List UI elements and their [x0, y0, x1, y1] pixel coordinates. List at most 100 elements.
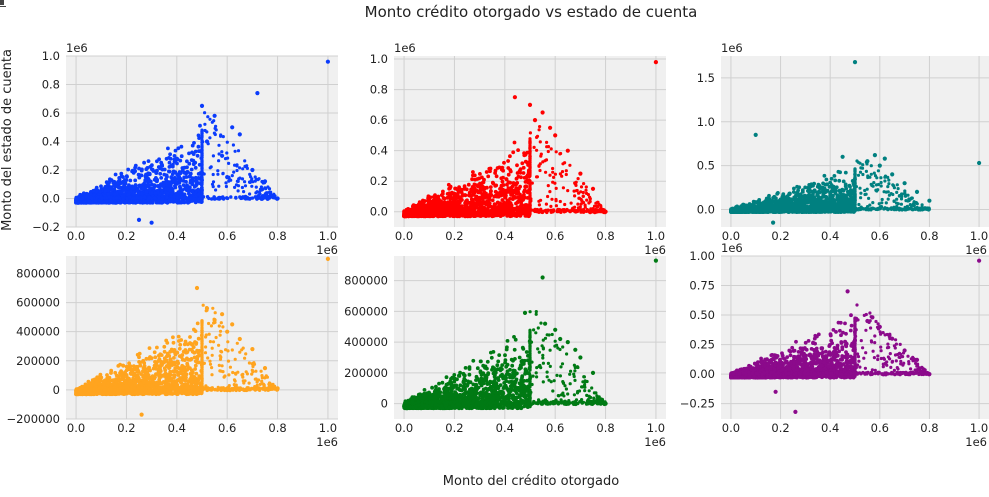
scatter-point — [165, 174, 169, 179]
scatter-point — [187, 197, 192, 201]
scatter-point — [163, 200, 168, 204]
scatter-point — [535, 148, 539, 152]
scatter-point — [162, 172, 167, 177]
scatter-point — [325, 59, 330, 64]
scatter-point — [488, 185, 493, 190]
scatter-point — [529, 199, 533, 203]
scatter-point — [238, 176, 242, 180]
scatter-point — [165, 195, 169, 200]
scatter-point — [431, 198, 436, 203]
scatter-point — [194, 180, 199, 185]
scatter-point — [478, 209, 482, 213]
x-tick-label: 0.0 — [395, 229, 413, 243]
scatter-point — [457, 196, 462, 201]
scatter-point — [540, 110, 545, 115]
scatter-point — [420, 203, 425, 208]
scatter-point — [431, 210, 435, 215]
scatter-point — [109, 188, 114, 192]
scatter-point — [486, 174, 491, 179]
scatter-point — [558, 199, 562, 204]
scatter-point — [208, 136, 212, 140]
scatter-point — [109, 199, 114, 204]
point-cloud — [729, 60, 982, 225]
scatter-point — [462, 209, 467, 214]
scatter-point — [500, 179, 505, 184]
scatter-point — [74, 197, 79, 201]
scatter-point — [135, 188, 140, 193]
scatter-point — [835, 193, 840, 198]
scatter-point — [143, 178, 148, 182]
scatter-point — [528, 150, 532, 154]
scatter-point — [112, 184, 116, 188]
scatter-point — [579, 197, 583, 201]
scatter-point — [431, 195, 436, 199]
scatter-point — [219, 133, 223, 137]
scatter-point — [803, 185, 808, 190]
scatter-point — [492, 210, 496, 214]
scatter-point — [177, 178, 181, 183]
scatter-point — [168, 152, 173, 157]
scatter-point — [154, 177, 159, 182]
scatter-point — [178, 184, 182, 189]
scatter-point — [599, 205, 603, 209]
scatter-point — [146, 159, 151, 164]
scatter-point — [514, 176, 519, 181]
scatter-point — [490, 198, 495, 203]
scatter-point — [580, 208, 584, 212]
subplot-blue: 0.0 0.2 0.4 0.6 0.8 1.0−0.20.00.20.40.60.81.0… — [32, 41, 338, 257]
scatter-point — [196, 187, 201, 192]
scatter-point — [136, 217, 142, 222]
scatter-point — [235, 168, 239, 173]
scatter-point — [122, 184, 127, 188]
scatter-point — [523, 159, 528, 164]
scatter-point — [230, 174, 234, 178]
scatter-point — [494, 174, 499, 179]
scatter-point — [535, 209, 539, 214]
scatter-point — [142, 181, 147, 186]
scatter-point — [460, 206, 464, 210]
scatter-point — [174, 177, 179, 182]
scatter-point — [835, 198, 840, 203]
scatter-point — [443, 214, 447, 218]
scatter-point — [240, 185, 244, 190]
scatter-point — [233, 163, 237, 167]
scatter-point — [104, 184, 108, 189]
scatter-point — [243, 159, 247, 163]
scatter-point — [538, 140, 542, 144]
scatter-point — [173, 180, 178, 184]
scatter-point — [471, 200, 476, 205]
scatter-point — [200, 180, 204, 184]
scatter-point — [546, 145, 551, 149]
scatter-point — [578, 171, 583, 176]
scatter-point — [493, 189, 498, 194]
scatter-point — [448, 214, 452, 218]
scatter-point — [521, 165, 526, 170]
scatter-point — [550, 197, 554, 201]
scatter-point — [152, 183, 157, 188]
x-tick-label: 0.2 — [117, 229, 135, 243]
scatter-point — [581, 194, 585, 198]
scatter-point — [94, 185, 99, 190]
scatter-point — [236, 179, 240, 183]
scatter-point — [829, 176, 834, 181]
scatter-point — [506, 209, 510, 213]
scatter-point — [220, 153, 225, 158]
scatter-point — [255, 91, 260, 96]
scatter-point — [549, 204, 553, 208]
scatter-point — [590, 186, 596, 191]
scatter-point — [544, 202, 549, 206]
scatter-point — [544, 208, 548, 213]
scatter-point — [537, 203, 542, 207]
scatter-point — [524, 208, 529, 213]
scatter-point — [172, 160, 177, 164]
scatter-point — [405, 207, 409, 212]
scatter-point — [250, 167, 255, 173]
scatter-point — [152, 196, 157, 200]
scatter-point — [498, 201, 503, 206]
scatter-point — [261, 187, 265, 191]
scatter-point — [464, 199, 468, 204]
scatter-point — [80, 196, 85, 201]
scatter-point — [170, 197, 174, 201]
scatter-point — [214, 188, 218, 192]
